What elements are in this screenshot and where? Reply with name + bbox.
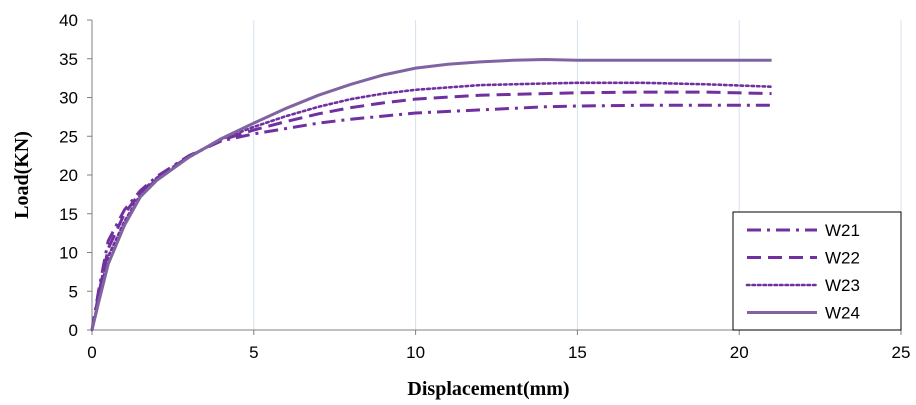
x-tick-label: 15: [568, 343, 587, 362]
series-line-w21: [90, 103, 772, 331]
y-axis-title: Load(KN): [11, 131, 33, 219]
legend-box: [732, 211, 902, 331]
y-tick-label: 30: [59, 89, 78, 108]
legend-label-w24: W24: [825, 304, 860, 323]
y-tick-label: 25: [59, 127, 78, 146]
series-line-w24: [90, 58, 772, 331]
x-tick-label: 0: [87, 343, 96, 362]
x-tick-label: 20: [730, 343, 749, 362]
series-line-w23: [90, 81, 773, 332]
y-tick-label: 0: [69, 321, 78, 340]
legend-label-w23: W23: [825, 276, 860, 295]
y-tick-label: 35: [59, 50, 78, 69]
x-tick-label: 5: [249, 343, 258, 362]
y-tick-label: 10: [59, 244, 78, 263]
tick-labels: 0 5 10 15 20 25 30 35 40 0 5 10 15 20 25: [59, 11, 910, 362]
legend: W21 W22 W23 W24: [732, 211, 902, 331]
y-tick-label: 5: [69, 282, 78, 301]
x-axis-title: Displacement(mm): [407, 378, 569, 400]
x-tick-label: 25: [892, 343, 911, 362]
y-tick-label: 15: [59, 205, 78, 224]
y-tick-label: 20: [59, 166, 78, 185]
y-tick-label: 40: [59, 11, 78, 30]
series-line-w22: [90, 90, 772, 331]
legend-label-w22: W22: [825, 249, 860, 268]
x-tick-label: 10: [406, 343, 425, 362]
legend-label-w21: W21: [825, 221, 860, 240]
plot-area: [90, 58, 773, 332]
